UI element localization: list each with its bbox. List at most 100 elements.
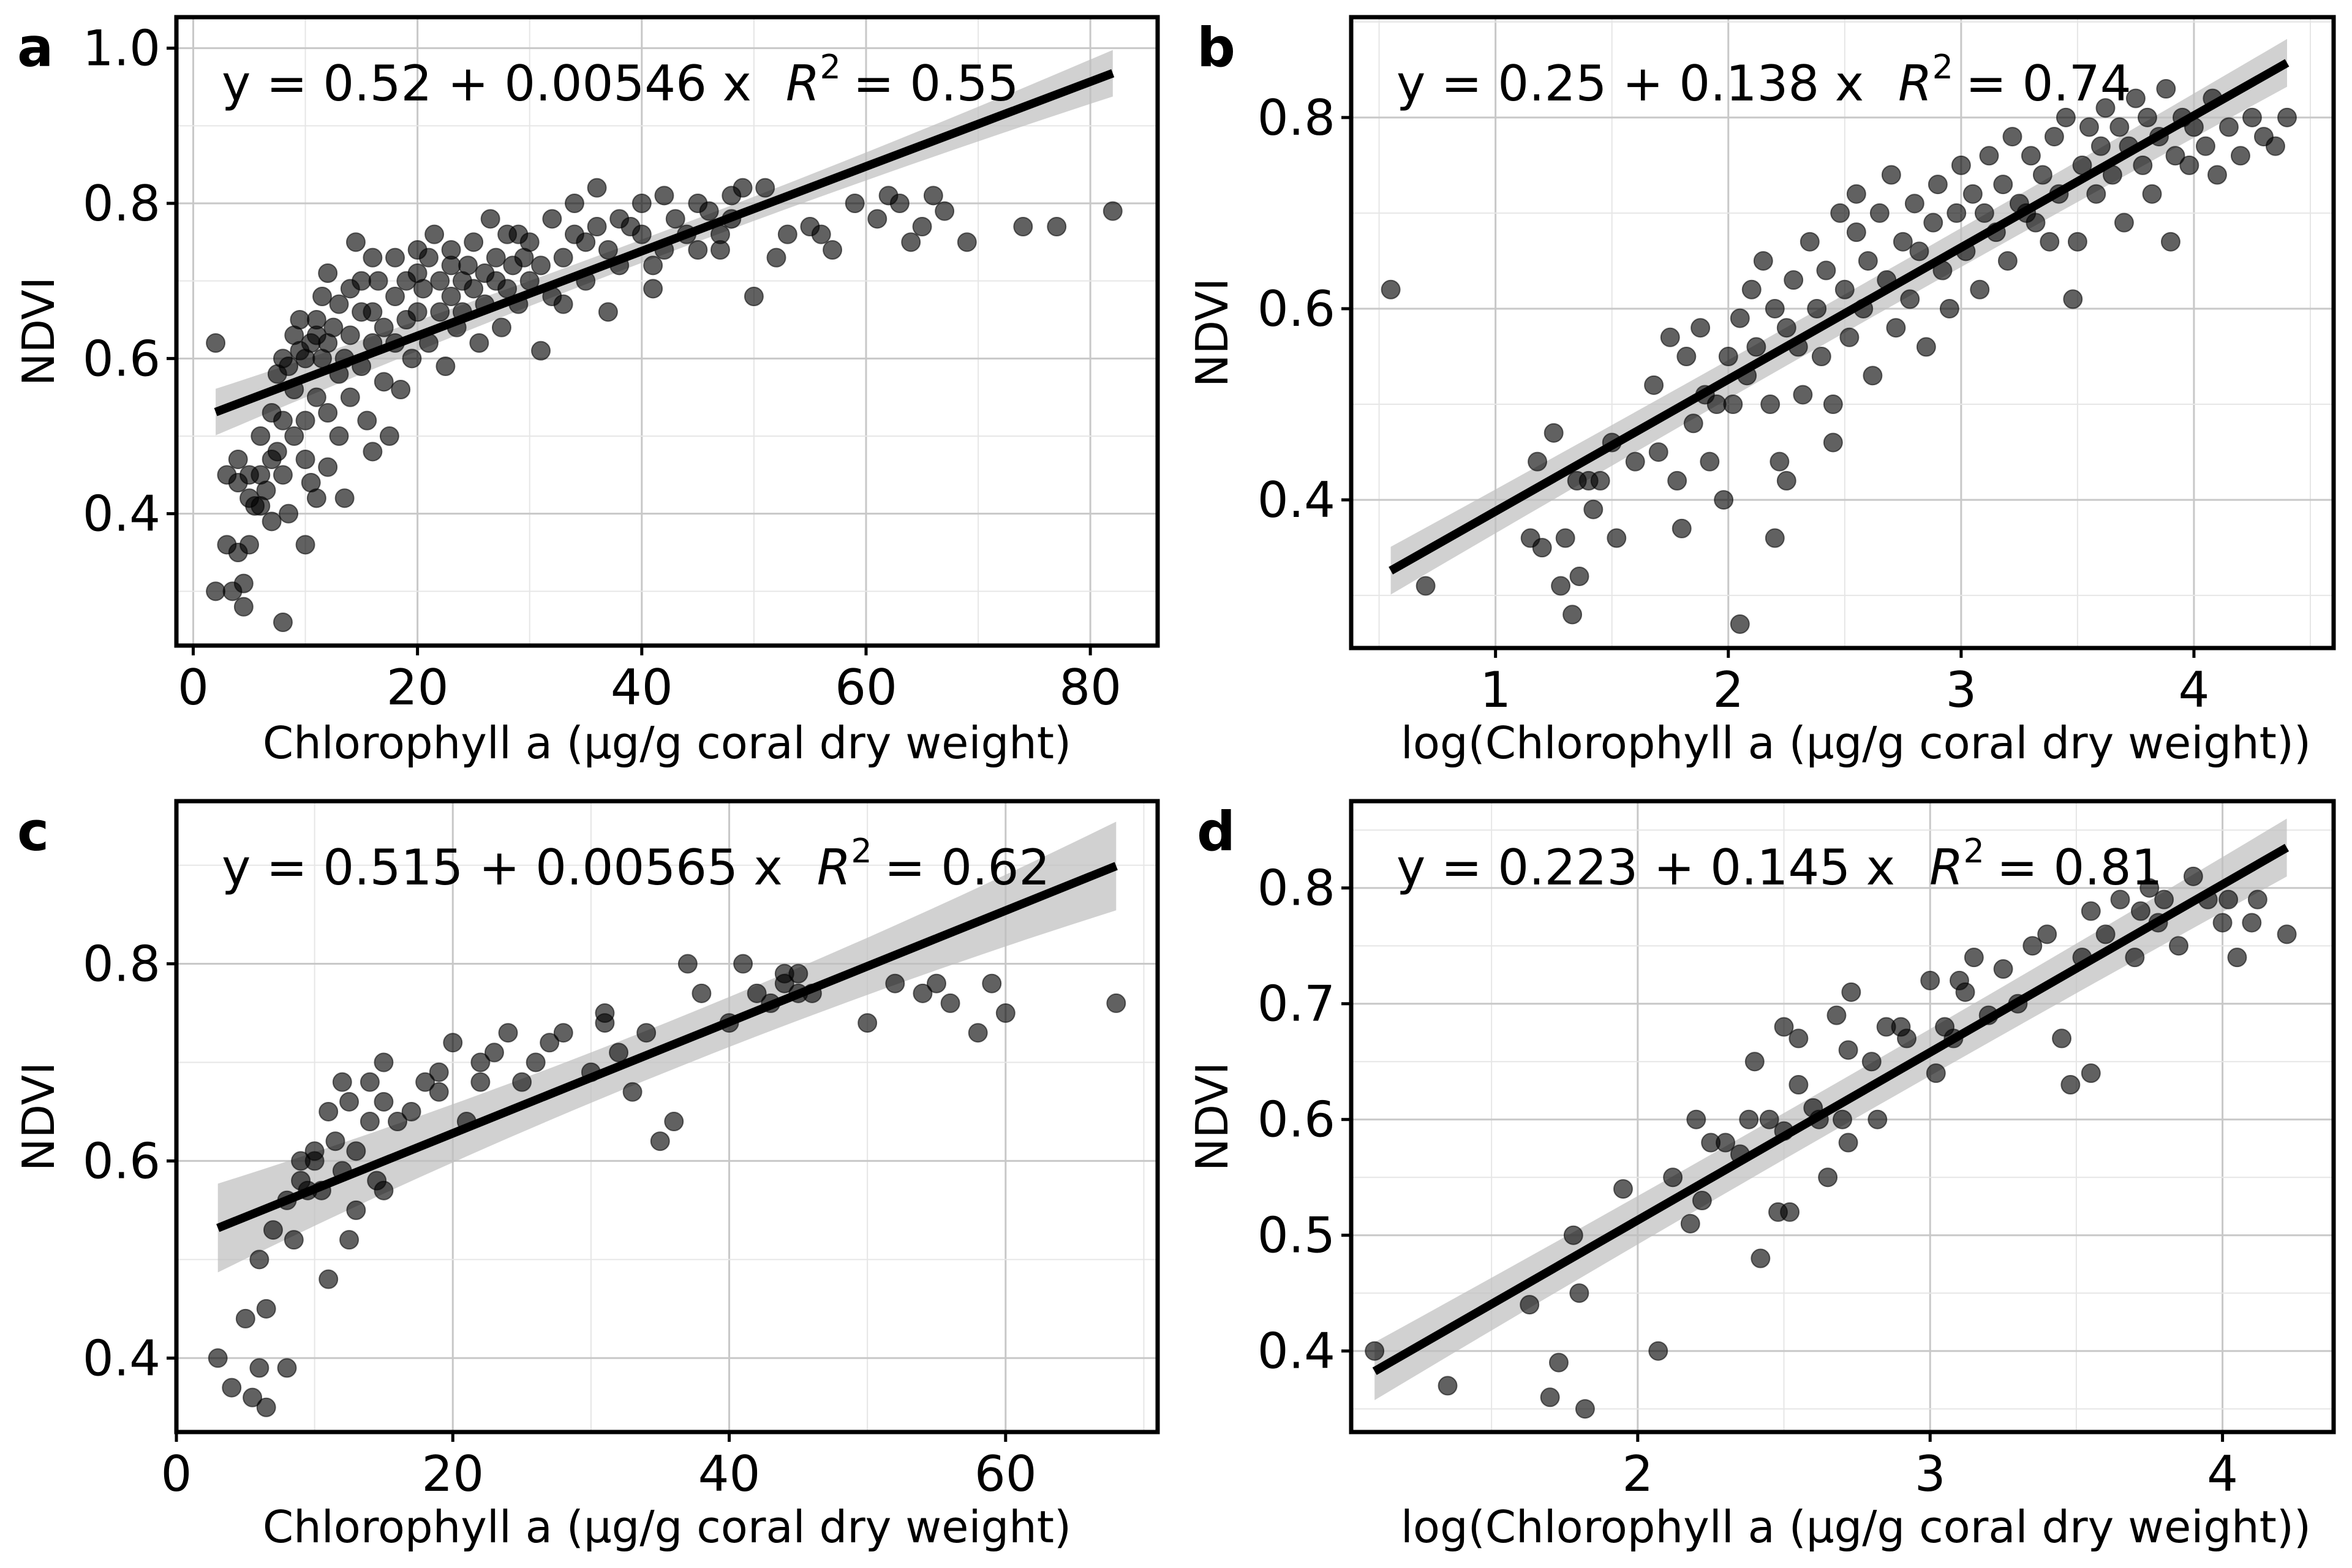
data-point-b — [1555, 528, 1575, 548]
data-point-a — [239, 535, 260, 555]
data-point-b — [2160, 232, 2180, 252]
data-point-d — [2060, 1075, 2081, 1095]
data-point-b — [2079, 117, 2099, 137]
data-point-c — [1106, 993, 1126, 1013]
x-tick-label-c: 60 — [974, 1446, 1037, 1502]
data-point-d — [1520, 1295, 1540, 1315]
data-point-a — [665, 209, 685, 229]
data-point-b — [1660, 327, 1680, 347]
data-point-a — [699, 201, 719, 221]
data-point-c — [512, 1072, 532, 1092]
x-tick-label-a: 0 — [178, 659, 209, 716]
data-point-b — [1863, 366, 1883, 386]
data-point-a — [531, 341, 551, 361]
data-point-d — [2081, 901, 2101, 921]
data-point-d — [1540, 1387, 1560, 1408]
data-point-a — [233, 597, 254, 617]
data-point-d — [1818, 1167, 1838, 1188]
data-point-b — [1893, 232, 1913, 252]
data-point-d — [2183, 866, 2203, 886]
panel-label-a: a — [17, 16, 53, 79]
data-point-a — [889, 194, 910, 213]
data-point-b — [1765, 528, 1785, 548]
data-point-c — [360, 1072, 380, 1092]
data-point-c — [374, 1052, 394, 1072]
fit-line-c — [216, 862, 1118, 1232]
data-point-b — [1947, 203, 1967, 223]
data-point-b — [1974, 203, 1994, 223]
data-point-a — [318, 403, 338, 423]
data-point-b — [2109, 117, 2130, 137]
data-point-c — [243, 1387, 263, 1408]
data-point-d — [2212, 913, 2233, 933]
data-point-d — [2227, 948, 2247, 968]
xlabel-b: log(Chlorophyll a (µg/g coral dry weight… — [1401, 717, 2311, 769]
data-point-d — [2081, 1063, 2101, 1084]
data-point-b — [2218, 117, 2239, 137]
data-point-d — [1744, 1052, 1765, 1072]
data-point-c — [346, 1200, 366, 1220]
ticks-c: 0 20 40 60 0.4 0.6 0.8 — [83, 936, 1037, 1502]
data-point-b — [2195, 136, 2215, 156]
data-point-a — [654, 186, 674, 206]
data-point-b — [1562, 605, 1583, 625]
data-point-c — [470, 1052, 491, 1072]
equation-c: y = 0.515 + 0.00565 x R2 = 0.62 — [222, 832, 1050, 896]
data-point-a — [206, 581, 226, 601]
points-d — [1365, 866, 2297, 1419]
data-point-a — [251, 426, 271, 446]
data-point-a — [766, 247, 786, 268]
data-point-a — [519, 232, 540, 252]
data-point-b — [1700, 451, 1720, 472]
grid-d — [1351, 801, 2334, 1432]
data-point-a — [391, 380, 411, 399]
data-point-b — [2207, 165, 2227, 185]
data-point-b — [1951, 155, 1971, 175]
data-point-c — [913, 983, 933, 1003]
equation-b: y = 0.25 + 0.138 x R2 = 0.74 — [1396, 48, 2132, 112]
ticks-b: 1 2 3 4 0.4 0.6 0.8 — [1257, 89, 2210, 718]
data-point-b — [2002, 127, 2022, 147]
data-point-d — [1920, 970, 1940, 990]
data-point-c — [443, 1033, 463, 1053]
data-point-b — [1730, 614, 1750, 634]
data-point-c — [256, 1397, 276, 1417]
data-point-b — [2040, 232, 2060, 252]
data-point-a — [430, 302, 450, 322]
data-point-b — [1590, 470, 1610, 491]
y-tick-label-b: 0.8 — [1257, 89, 1335, 146]
x-tick-label-d: 3 — [1915, 1446, 1946, 1502]
data-point-a — [491, 317, 511, 337]
data-point-b — [1793, 385, 1813, 405]
data-point-b — [1916, 337, 1936, 357]
data-point-b — [2156, 79, 2176, 99]
data-point-a — [374, 317, 394, 337]
fit-line-a — [214, 69, 1115, 417]
data-point-c — [622, 1082, 643, 1102]
y-tick-label-d: 0.7 — [1257, 976, 1335, 1033]
data-point-a — [458, 255, 478, 276]
data-point-c — [526, 1052, 546, 1072]
data-point-b — [1962, 184, 1983, 204]
data-point-a — [587, 217, 607, 236]
x-tick-label-a: 60 — [835, 659, 897, 716]
data-point-a — [385, 247, 405, 268]
data-point-b — [2044, 127, 2064, 147]
data-point-b — [1644, 375, 1664, 395]
y-tick-label-d: 0.5 — [1257, 1207, 1335, 1264]
x-tick-label-c: 20 — [421, 1446, 484, 1502]
data-point-d — [1993, 959, 2013, 979]
data-point-a — [363, 442, 383, 462]
data-point-a — [710, 240, 730, 260]
data-point-a — [290, 310, 310, 330]
data-point-c — [360, 1112, 380, 1132]
data-point-b — [2067, 232, 2087, 252]
data-point-a — [576, 232, 596, 252]
data-point-d — [2095, 924, 2116, 944]
data-point-a — [279, 356, 299, 376]
data-point-d — [1838, 1040, 1858, 1060]
y-tick-label-a: 0.6 — [83, 330, 160, 387]
equation-prefix-a: y = 0.52 + 0.00546 x — [222, 55, 752, 112]
data-point-c — [339, 1230, 360, 1250]
